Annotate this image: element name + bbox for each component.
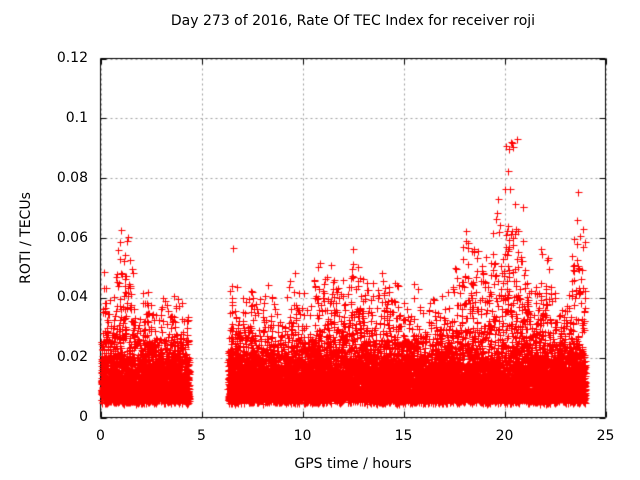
x-tick-label: 25 bbox=[596, 428, 615, 444]
y-tick-label: 0.1 bbox=[65, 109, 88, 126]
x-axis-label: GPS time / hours bbox=[294, 456, 412, 472]
y-tick-label: 0.12 bbox=[56, 50, 88, 66]
x-tick-label: 10 bbox=[293, 428, 312, 444]
x-tick-label: 5 bbox=[197, 428, 206, 444]
y-tick-label: 0.08 bbox=[56, 169, 88, 186]
y-tick-label: 0.06 bbox=[56, 229, 88, 246]
y-tick-label: 0.04 bbox=[56, 289, 88, 306]
x-tick-label: 15 bbox=[394, 428, 413, 444]
x-tick-label: 20 bbox=[495, 428, 514, 444]
y-tick-label: 0 bbox=[79, 409, 88, 425]
chart-title: Day 273 of 2016, Rate Of TEC Index for r… bbox=[170, 13, 536, 29]
x-tick-label: 0 bbox=[96, 428, 105, 444]
y-tick-label: 0.02 bbox=[56, 349, 88, 366]
